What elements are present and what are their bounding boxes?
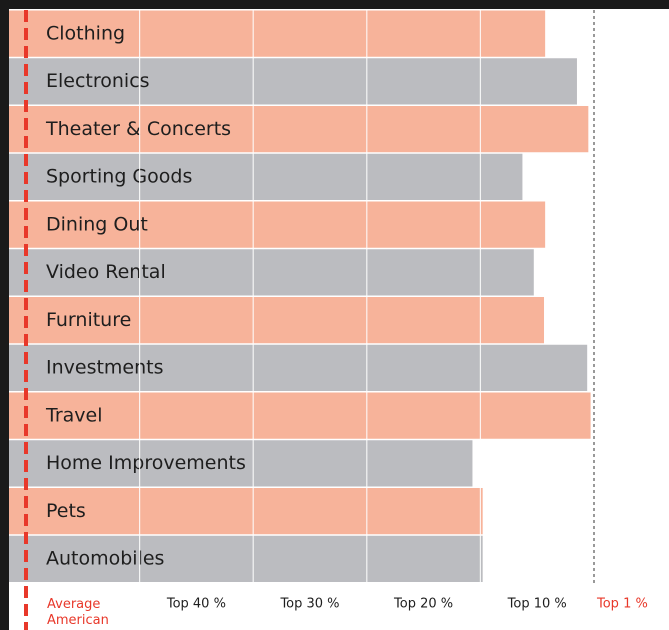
x-tick-label: Average American	[47, 597, 109, 628]
bar	[9, 10, 546, 57]
x-tick-label: Top 1 %	[596, 597, 648, 612]
bar	[9, 201, 546, 248]
category-label: Pets	[46, 500, 86, 522]
x-tick-label: Top 10 %	[507, 597, 567, 612]
bars: Clothing Electronics Theater & Concerts Spo…	[9, 10, 591, 582]
bar	[9, 297, 545, 344]
axis: Average American Top 40 % Top 30 % Top 20 % T…	[24, 10, 648, 630]
bar	[9, 488, 483, 535]
x-tick-label: Top 40 %	[166, 597, 226, 612]
bar	[9, 249, 534, 296]
bar	[9, 440, 473, 487]
category-label: Theater & Concerts	[45, 118, 231, 140]
x-tick-label: Top 20 %	[393, 597, 453, 612]
bar	[9, 392, 591, 439]
bar	[9, 58, 577, 105]
category-label: Clothing	[46, 22, 125, 44]
category-label: Sporting Goods	[46, 166, 192, 188]
bar	[9, 535, 483, 582]
category-label: Furniture	[46, 309, 131, 331]
category-label: Video Rental	[46, 261, 166, 283]
bar	[9, 106, 589, 153]
bar	[9, 344, 588, 391]
left-frame	[0, 0, 9, 630]
category-label: Home Improvements	[46, 452, 246, 474]
category-label: Automobiles	[46, 548, 164, 570]
category-label: Electronics	[46, 70, 150, 92]
top-frame	[0, 0, 669, 9]
x-tick-label: Top 30 %	[279, 597, 339, 612]
category-label: Investments	[46, 357, 164, 379]
category-label: Travel	[45, 404, 102, 426]
bar	[9, 153, 523, 200]
category-label: Dining Out	[46, 213, 148, 235]
